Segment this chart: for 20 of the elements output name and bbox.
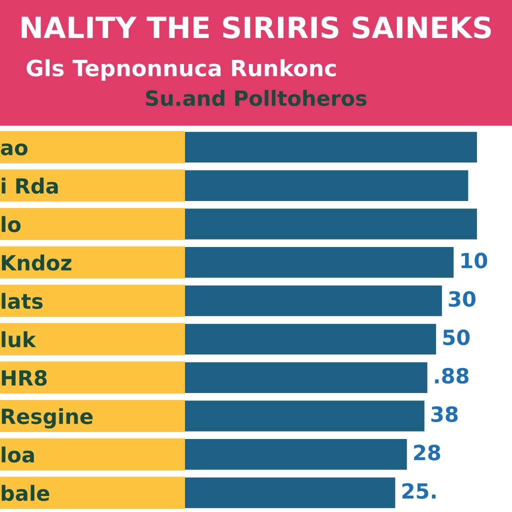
annotation: 30 bbox=[448, 291, 476, 307]
y-tick-label: lats bbox=[2, 292, 43, 310]
y-tick-label: lo bbox=[2, 216, 21, 232]
y-tick-label: bale bbox=[2, 484, 50, 502]
y-tick-label: ao bbox=[0, 143, 28, 156]
text: Su.and Polltoheros bbox=[146, 90, 366, 106]
annotation: 10 bbox=[462, 252, 488, 268]
y-tick-label: Kndoz bbox=[2, 254, 72, 271]
annotation: 28 bbox=[414, 444, 440, 460]
annotation: 50 bbox=[443, 329, 470, 346]
y-tick-label: Resgine bbox=[2, 408, 93, 428]
y-tick-label: loa bbox=[2, 446, 34, 463]
y-tick-label: luk bbox=[2, 331, 36, 348]
y-tick-label: HR8 bbox=[2, 370, 47, 386]
annotation: 38 bbox=[431, 406, 458, 422]
chart-title: NALITY THE SIRIRIS SAINEKS bbox=[22, 16, 491, 38]
annotation: 25. bbox=[402, 483, 436, 499]
chart-subtitle: Gls Tepnonnuca Runkonc bbox=[26, 59, 336, 81]
annotation: .88 bbox=[435, 368, 468, 384]
y-tick-label: i Rda bbox=[2, 178, 58, 194]
